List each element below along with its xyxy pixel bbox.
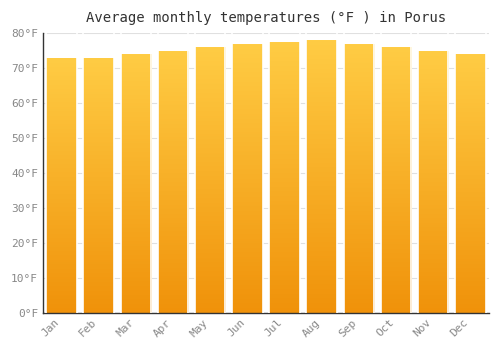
Title: Average monthly temperatures (°F ) in Porus: Average monthly temperatures (°F ) in Po…	[86, 11, 446, 25]
